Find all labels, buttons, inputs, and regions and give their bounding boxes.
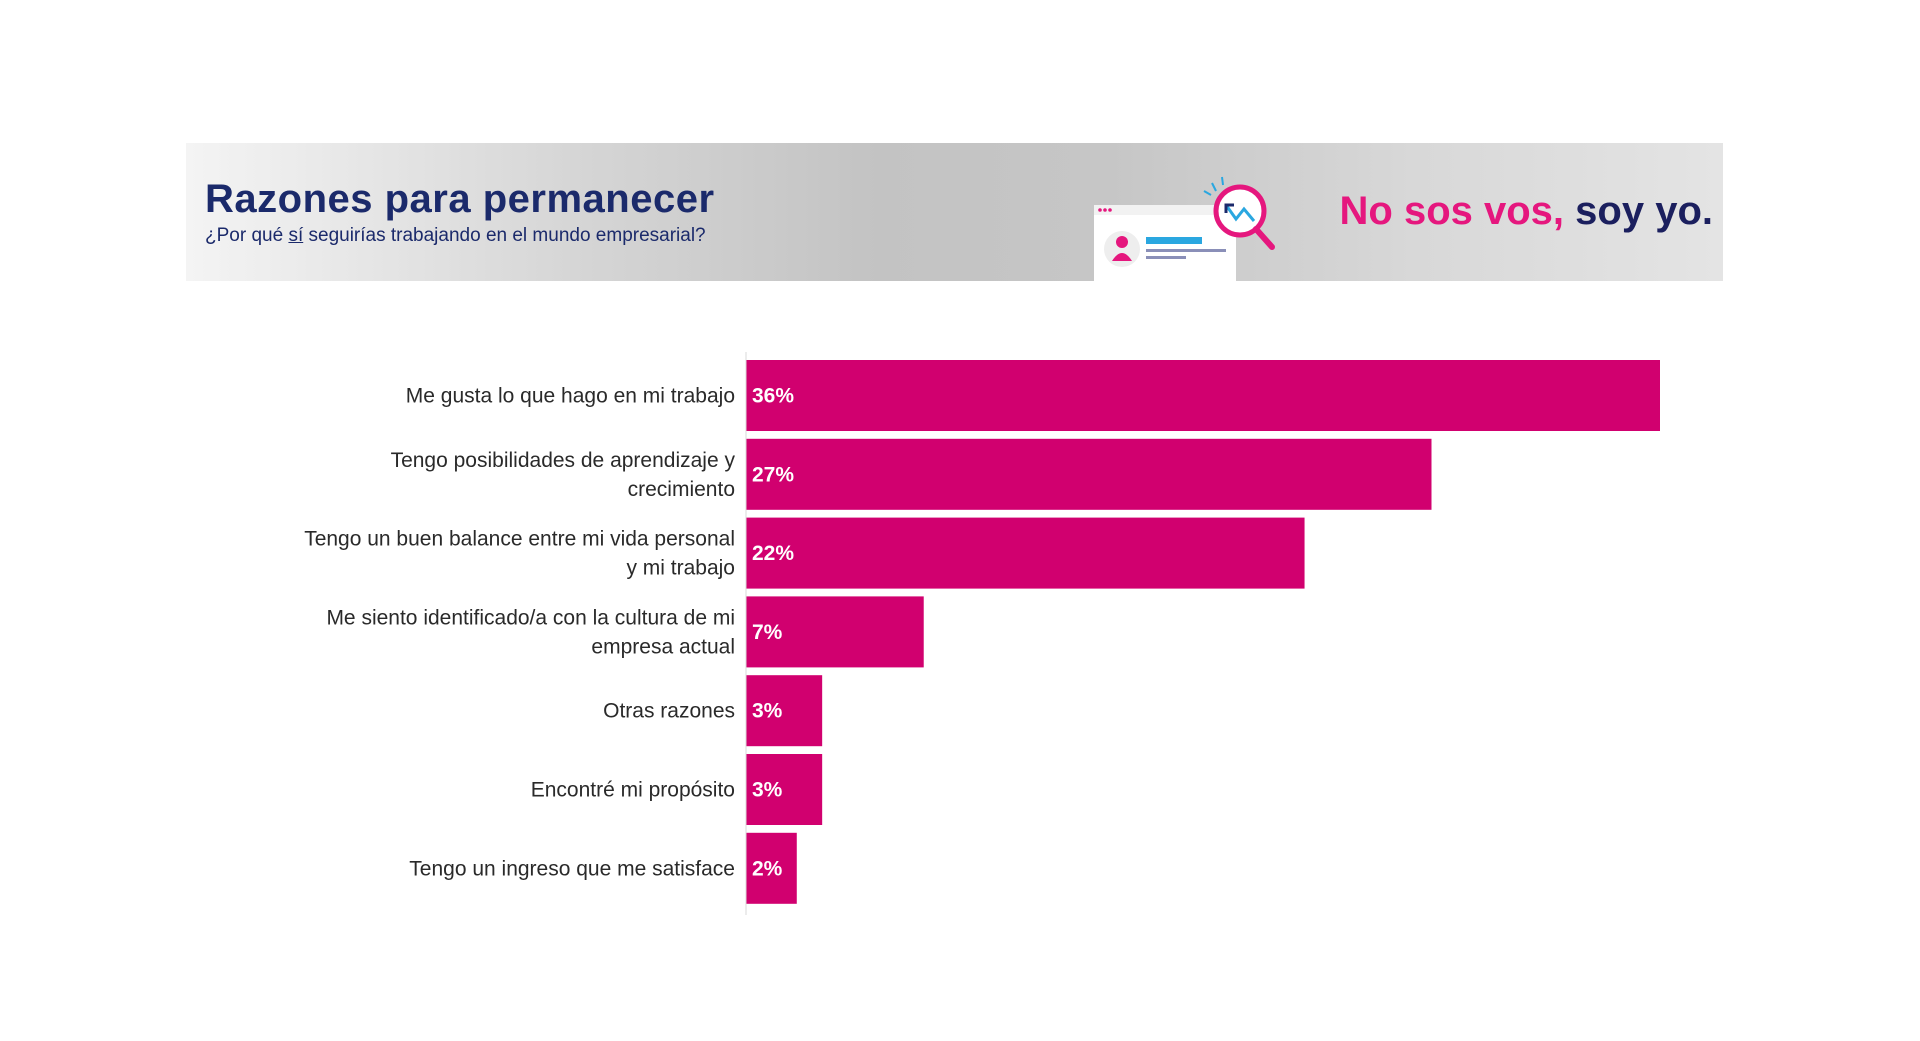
brand-part-2: soy yo.	[1564, 189, 1713, 233]
category-label-line: crecimiento	[628, 478, 735, 501]
category-label-line: Me siento identificado/a con la cultura …	[326, 606, 735, 629]
category-label-line: Me gusta lo que hago en mi trabajo	[406, 385, 735, 408]
category-label: Otras razones	[603, 700, 735, 723]
category-label: Tengo posibilidades de aprendizaje y crec…	[391, 449, 736, 501]
subtitle-emphasis: sí	[288, 225, 304, 246]
page-subtitle: ¿Por qué sí seguirías trabajando en el m…	[205, 225, 706, 247]
data-label: 27%	[752, 463, 794, 486]
data-label: 22%	[752, 542, 794, 565]
category-label: Encontré mi propósito	[531, 779, 735, 802]
data-label: 7%	[752, 621, 783, 644]
category-label-line: empresa actual	[591, 635, 735, 658]
profile-card-with-magnifier-icon	[1094, 176, 1275, 281]
category-label-line: Tengo posibilidades de aprendizaje y	[391, 449, 736, 472]
data-label: 2%	[752, 857, 783, 880]
page-title: Razones para permanecer	[205, 177, 715, 221]
subtitle-text-end: seguirías trabajando en el mundo empresa…	[303, 225, 706, 246]
brand-part-1: No sos vos,	[1339, 189, 1565, 233]
category-label-line: Tengo un ingreso que me satisface	[409, 857, 735, 880]
category-label: Me gusta lo que hago en mi trabajo	[406, 385, 735, 408]
category-label-line: Tengo un buen balance entre mi vida pers…	[304, 528, 735, 551]
category-label-line: Otras razones	[603, 700, 735, 723]
bar	[746, 360, 1660, 431]
data-label: 36%	[752, 385, 794, 408]
category-label: Me siento identificado/a con la cultura …	[326, 606, 735, 658]
header-banner: Razones para permanecer ¿Por qué sí segu…	[186, 143, 1723, 281]
bar	[746, 832, 797, 904]
data-label: 3%	[752, 779, 783, 802]
data-label: 3%	[752, 700, 783, 723]
bar	[746, 596, 924, 668]
category-label-line: y mi trabajo	[626, 557, 735, 580]
brand-logo: No sos vos, soy yo.	[1340, 189, 1713, 234]
subtitle-text: ¿Por qué	[205, 225, 289, 246]
bar	[746, 517, 1305, 589]
category-label: Tengo un ingreso que me satisface	[409, 857, 735, 880]
category-label-line: Encontré mi propósito	[531, 779, 735, 802]
bar	[746, 675, 823, 747]
bar	[746, 754, 823, 825]
category-label: Tengo un buen balance entre mi vida pers…	[304, 528, 735, 580]
bar	[746, 438, 1432, 510]
